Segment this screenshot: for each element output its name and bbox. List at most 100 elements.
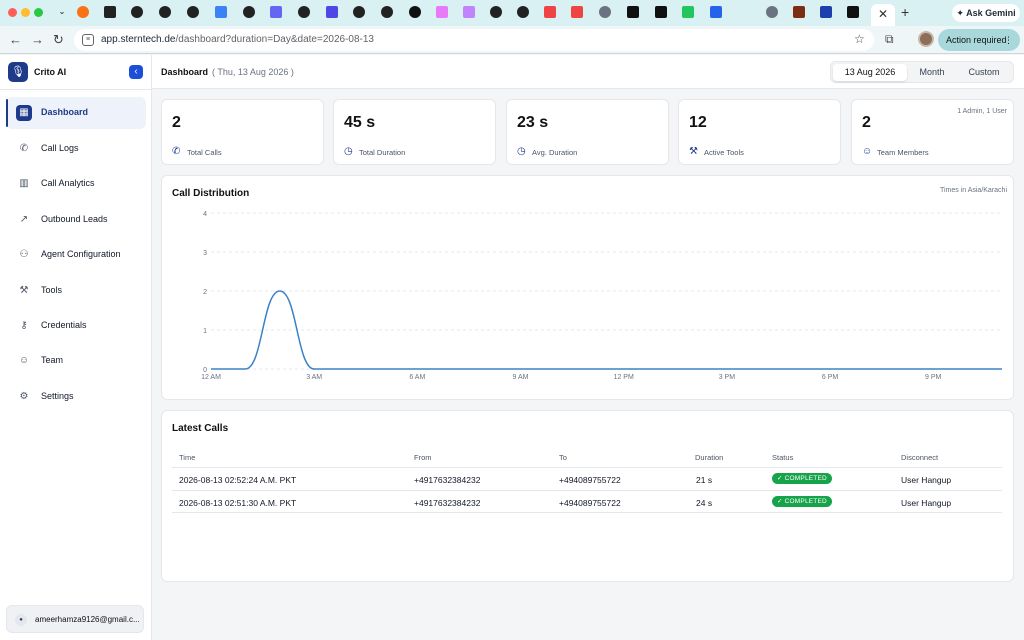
sidebar-item-team[interactable]: ☺ Team	[6, 345, 146, 377]
browser-toolbar: ← → ↻ ≡ app.sterntech.de/dashboard?durat…	[0, 26, 1024, 54]
cell-from: +4917632384232	[414, 475, 481, 485]
tab-list-icon[interactable]: ⌄	[58, 7, 66, 16]
stat-value: 2	[172, 114, 181, 131]
reload-icon[interactable]: ↻	[53, 32, 64, 47]
browser-tab[interactable]	[655, 6, 667, 18]
active-tab-close-icon[interactable]: ✕	[871, 4, 895, 26]
browser-tab[interactable]	[710, 6, 722, 18]
close-window-button[interactable]	[8, 8, 17, 17]
browser-tab[interactable]	[847, 6, 859, 18]
github-tab[interactable]	[353, 6, 365, 18]
bookmark-star-icon[interactable]: ☆	[854, 32, 865, 46]
cell-disconnect: User Hangup	[901, 475, 952, 485]
cell-disconnect: User Hangup	[901, 498, 952, 508]
timezone-note: Times in Asia/Karachi	[939, 187, 1007, 194]
users-icon: ☺	[862, 146, 873, 157]
user-email: ameerhamza9126@gmail.c...	[35, 615, 140, 624]
date-range-day[interactable]: 13 Aug 2026	[833, 64, 907, 81]
x-tick-label: 9 AM	[513, 374, 529, 381]
action-required-button[interactable]: Action required ⋮	[938, 29, 1020, 51]
maximize-window-button[interactable]	[34, 8, 43, 17]
x-tick-label: 6 PM	[822, 374, 839, 381]
stat-label: Active Tools	[704, 148, 744, 157]
back-icon[interactable]: ←	[9, 32, 22, 47]
date-range-custom[interactable]: Custom	[968, 67, 1000, 77]
x-tick-label: 6 AM	[409, 374, 425, 381]
browser-tab[interactable]	[270, 6, 282, 18]
x-tick-label: 3 PM	[719, 374, 736, 381]
clock-icon: ◷	[344, 146, 353, 157]
cell-duration: 21 s	[696, 475, 713, 485]
chart-title: Call Distribution	[172, 188, 250, 199]
forward-icon[interactable]: →	[31, 32, 44, 47]
sidebar-item-credentials[interactable]: ⚷ Credentials	[6, 310, 146, 342]
status-badge: ✓ COMPLETED	[772, 473, 832, 484]
sidebar-item-agent-configuration[interactable]: ⚇ Agent Configuration	[6, 239, 146, 271]
sidebar-item-call-analytics[interactable]: ▥ Call Analytics	[6, 168, 146, 200]
ask-gemini-button[interactable]: ✦ Ask Gemini	[952, 4, 1020, 22]
github-tab[interactable]	[187, 6, 199, 18]
browser-tab[interactable]	[627, 6, 639, 18]
cell-to: +494089755722	[559, 475, 621, 485]
new-tab-icon[interactable]: +	[901, 4, 910, 20]
browser-tab[interactable]	[599, 6, 611, 18]
latest-calls-title: Latest Calls	[172, 423, 229, 434]
stat-card-total-calls: 2 ✆ Total Calls	[161, 99, 324, 165]
sidebar-item-settings[interactable]: ⚙ Settings	[6, 381, 146, 413]
series-line	[211, 290, 1002, 370]
user-account-button[interactable]: ● ameerhamza9126@gmail.c...	[6, 605, 144, 633]
browser-tab[interactable]	[409, 6, 421, 18]
browser-tab[interactable]	[793, 6, 805, 18]
column-header-disconnect: Disconnect	[901, 453, 939, 462]
y-tick-label: 1	[203, 328, 207, 335]
page-title: Dashboard	[161, 67, 209, 77]
date-range-month[interactable]: Month	[919, 67, 945, 77]
table-row[interactable]: 2026-08-13 02:51:30 A.M. PKT +4917632384…	[172, 490, 1002, 513]
cell-to: +494089755722	[559, 498, 621, 508]
browser-tab[interactable]	[463, 6, 475, 18]
url-text[interactable]: app.sterntech.de/dashboard?duration=Day&…	[101, 34, 374, 45]
divider	[0, 89, 152, 90]
site-info-icon[interactable]: ≡	[82, 34, 94, 46]
gmail-tab[interactable]	[571, 6, 583, 18]
address-bar[interactable]: ≡ app.sterntech.de/dashboard?duration=Da…	[74, 29, 874, 51]
clock-icon: ◷	[517, 146, 526, 157]
github-tab[interactable]	[490, 6, 502, 18]
browser-tab[interactable]	[326, 6, 338, 18]
sidebar-item-tools[interactable]: ⚒ Tools	[6, 275, 146, 307]
y-tick-label: 4	[203, 211, 207, 218]
github-tab[interactable]	[131, 6, 143, 18]
browser-tab[interactable]	[820, 6, 832, 18]
profile-avatar[interactable]	[918, 31, 934, 47]
collapse-sidebar-button[interactable]: ‹	[129, 65, 143, 79]
stat-card-avg-duration: 23 s ◷ Avg. Duration	[506, 99, 669, 165]
browser-tab[interactable]	[215, 6, 227, 18]
user-avatar-icon: ●	[15, 614, 27, 626]
column-header-time: Time	[179, 453, 196, 462]
github-tab[interactable]	[159, 6, 171, 18]
sidebar-item-dashboard[interactable]: ▦ Dashboard	[6, 97, 146, 129]
minimize-window-button[interactable]	[21, 8, 30, 17]
stat-card-active-tools: 12 ⚒ Active Tools	[678, 99, 841, 165]
page-date: ( Thu, 13 Aug 2026 )	[212, 67, 294, 77]
status-badge: ✓ COMPLETED	[772, 496, 832, 507]
github-tab[interactable]	[517, 6, 529, 18]
github-tab[interactable]	[243, 6, 255, 18]
date-range-selector: 13 Aug 2026 Month Custom	[830, 61, 1014, 83]
sidebar-item-outbound-leads[interactable]: ↗ Outbound Leads	[6, 204, 146, 236]
table-row[interactable]: 2026-08-13 02:52:24 A.M. PKT +4917632384…	[172, 467, 1002, 490]
stat-value: 45 s	[344, 114, 376, 131]
brand-name: Crito AI	[34, 67, 67, 77]
github-tab[interactable]	[298, 6, 310, 18]
gmail-tab[interactable]	[544, 6, 556, 18]
extensions-icon[interactable]: ⧉	[885, 32, 894, 46]
gear-icon: ⚙	[19, 391, 29, 402]
browser-tab[interactable]	[766, 6, 778, 18]
x-tick-label: 3 AM	[306, 374, 322, 381]
sidebar-item-call-logs[interactable]: ✆ Call Logs	[6, 133, 146, 165]
browser-tab[interactable]	[77, 6, 89, 18]
github-tab[interactable]	[381, 6, 393, 18]
browser-tab[interactable]	[436, 6, 448, 18]
browser-tab[interactable]	[682, 6, 694, 18]
browser-tab[interactable]	[104, 6, 116, 18]
